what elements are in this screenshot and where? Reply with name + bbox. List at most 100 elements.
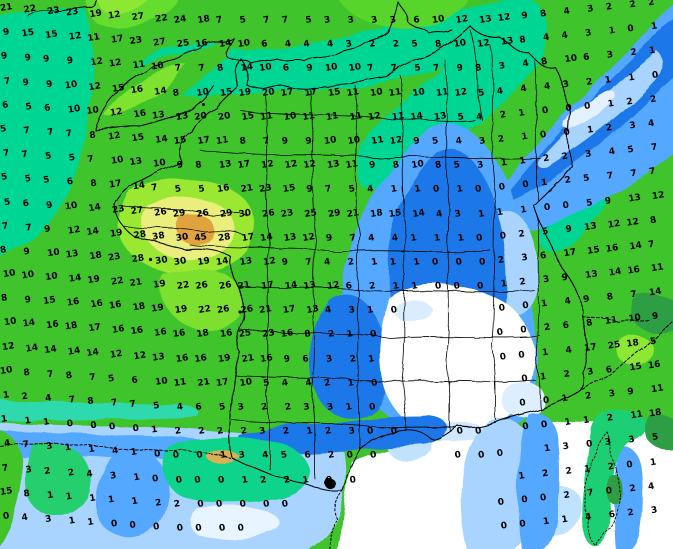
value-label: 25 xyxy=(176,38,190,50)
value-label: 6 xyxy=(345,281,353,292)
value-label: 3 xyxy=(326,402,334,413)
value-label: 9 xyxy=(24,53,32,64)
italy-coast xyxy=(577,321,673,393)
value-label: 11 xyxy=(388,87,402,99)
value-label: 6 xyxy=(562,321,570,332)
value-label: 2 xyxy=(198,426,206,437)
value-label: 2 xyxy=(349,354,357,365)
value-label: 1 xyxy=(540,178,548,189)
value-label: 1 xyxy=(521,132,529,143)
value-label: 10 xyxy=(237,38,251,50)
value-label: 13 xyxy=(326,159,340,171)
value-label: 0 xyxy=(217,475,225,486)
value-label: 6 xyxy=(1,100,9,111)
value-label: 10 xyxy=(628,313,642,325)
value-label: 15 xyxy=(21,28,35,40)
value-label: 9 xyxy=(651,311,659,322)
value-label: 16 xyxy=(172,328,186,340)
value-label: 16 xyxy=(216,183,230,195)
value-label: 1 xyxy=(604,75,612,86)
value-label: 16 xyxy=(175,353,189,365)
value-label: 13 xyxy=(218,159,232,171)
value-label: 11 xyxy=(345,159,359,171)
value-label: 45 xyxy=(194,232,208,244)
value-label: 13 xyxy=(129,156,143,168)
value-label: 15 xyxy=(173,135,187,147)
value-label: 13 xyxy=(584,221,598,233)
value-label: 5 xyxy=(280,450,288,461)
value-label: 3 xyxy=(303,402,311,413)
value-label: 2 xyxy=(605,123,613,134)
value-label: 4 xyxy=(3,438,11,449)
value-label: 2 xyxy=(284,402,292,413)
value-label: 21 xyxy=(197,377,211,389)
value-label: 12 xyxy=(68,31,82,43)
value-label: 0 xyxy=(542,396,550,407)
value-label: 23 xyxy=(259,183,273,195)
value-label: 1 xyxy=(371,257,379,268)
value-label: 9 xyxy=(521,11,529,22)
value-label: 8 xyxy=(586,318,594,329)
value-label: 14 xyxy=(22,318,36,330)
value-label: 12 xyxy=(454,87,468,99)
value-label: 26 xyxy=(154,207,168,219)
value-label: 26 xyxy=(262,208,276,220)
value-label: 2 xyxy=(347,257,355,268)
value-label: 4 xyxy=(262,450,270,461)
value-label: 16 xyxy=(130,84,144,96)
region-languedoc-green xyxy=(162,438,310,503)
value-label: 0 xyxy=(496,448,504,459)
value-label: 3 xyxy=(608,389,616,400)
value-label: 1 xyxy=(306,426,314,437)
value-label: 29 xyxy=(327,208,341,220)
value-label: 2 xyxy=(67,468,75,479)
value-label: 3 xyxy=(479,136,487,147)
value-label: 11 xyxy=(302,111,316,123)
value-label: 21 xyxy=(240,183,254,195)
value-label: 9 xyxy=(0,51,8,62)
value-label: 2 xyxy=(543,322,551,333)
value-label: 14 xyxy=(284,280,298,292)
value-label: 26 xyxy=(216,304,230,316)
value-label: 1 xyxy=(520,205,528,216)
value-label: 7 xyxy=(263,15,271,26)
value-label: 1 xyxy=(390,184,398,195)
value-label: 23 xyxy=(129,35,143,47)
value-label: 9 xyxy=(369,160,377,171)
value-label: 5 xyxy=(453,160,461,171)
value-label: 2 xyxy=(155,498,163,509)
value-label: 8 xyxy=(475,63,483,74)
value-label: 21 xyxy=(241,353,255,365)
value-label: 0 xyxy=(325,475,333,486)
value-label: 19 xyxy=(87,274,101,286)
value-label: 12 xyxy=(88,81,102,93)
value-label: 1 xyxy=(130,447,138,458)
value-label: 1 xyxy=(389,257,397,268)
value-label: 2 xyxy=(519,277,527,288)
value-label: 2 xyxy=(327,329,335,340)
value-label: 14 xyxy=(88,202,102,214)
value-label: 9 xyxy=(561,273,569,284)
value-label: 10 xyxy=(3,316,17,328)
value-label: 0 xyxy=(539,130,547,141)
value-label: 3 xyxy=(587,4,595,15)
value-label: 0 xyxy=(239,499,247,510)
value-label: 1 xyxy=(347,378,355,389)
value-label: 1 xyxy=(24,416,32,427)
value-label: 15 xyxy=(131,132,145,144)
value-label: 15 xyxy=(282,183,296,195)
value-label: 2 xyxy=(324,426,332,437)
value-label: 26 xyxy=(196,208,210,220)
value-label: 5 xyxy=(431,136,439,147)
value-label: 7 xyxy=(1,221,9,232)
value-label: 3 xyxy=(521,253,529,264)
value-label: 5 xyxy=(348,184,356,195)
value-label: 0 xyxy=(370,329,378,340)
value-label: 6 xyxy=(66,177,74,188)
value-label: 1 xyxy=(131,496,139,507)
value-label: 13 xyxy=(585,269,599,281)
value-label: 7 xyxy=(65,129,73,140)
value-label: 0 xyxy=(196,450,204,461)
value-label: 22 xyxy=(155,13,169,25)
